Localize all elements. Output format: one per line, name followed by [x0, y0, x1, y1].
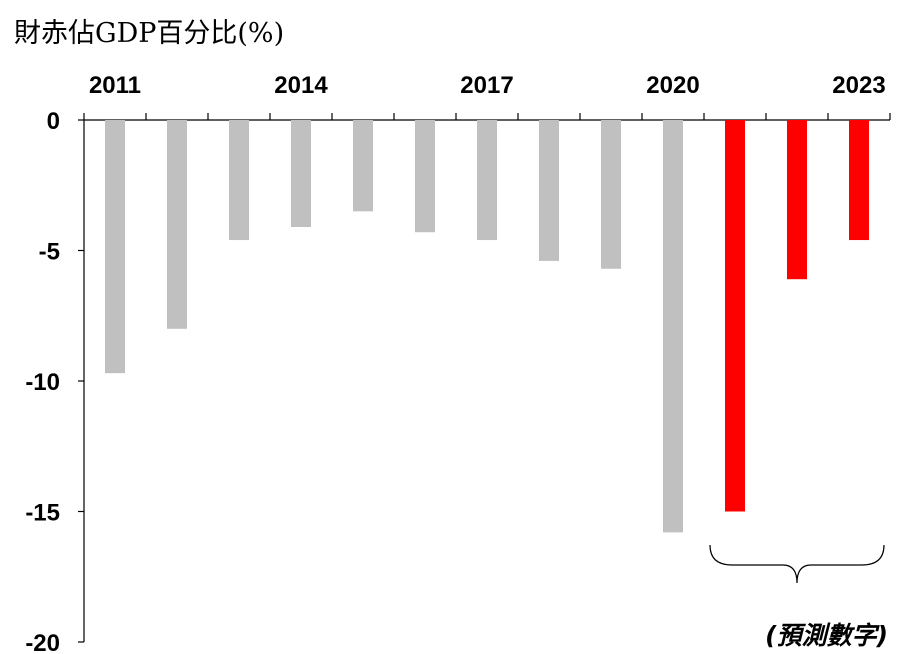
x-tick-label: 2023	[832, 72, 885, 99]
bar-2021	[725, 120, 745, 512]
y-axis-title: 財赤佔GDP百分比(%)	[14, 18, 284, 49]
x-tick-label: 2020	[646, 72, 699, 99]
x-tick-label: 2014	[274, 72, 328, 99]
y-tick-label: -20	[25, 630, 60, 654]
x-tick-label: 2017	[460, 72, 513, 99]
x-tick-labels: 2011 2014 2017 2020 2023	[89, 72, 886, 99]
bar-2023	[849, 120, 869, 241]
bar-2015	[353, 120, 373, 212]
y-tick-label: 0	[47, 108, 60, 135]
x-tick-label: 2011	[89, 72, 141, 99]
bar-2017	[477, 120, 497, 241]
bar-2022	[787, 120, 807, 280]
bar-2018	[539, 120, 559, 261]
bar-2020	[663, 120, 683, 533]
bar-2013	[229, 120, 249, 241]
y-tick-label: -10	[25, 369, 60, 396]
bar-2012	[167, 120, 187, 329]
forecast-annotation: (預測數字)	[765, 621, 888, 650]
forecast-brace	[709, 544, 885, 584]
bars	[105, 120, 869, 533]
bar-2016	[415, 120, 435, 233]
y-tick-label: -15	[25, 500, 60, 527]
bar-2019	[601, 120, 621, 269]
y-tick-label: -5	[39, 239, 60, 266]
y-tick-labels: 0 -5 -10 -15 -20	[25, 108, 60, 654]
axes	[78, 113, 891, 643]
bar-2014	[291, 120, 311, 228]
bar-2011	[105, 120, 125, 374]
